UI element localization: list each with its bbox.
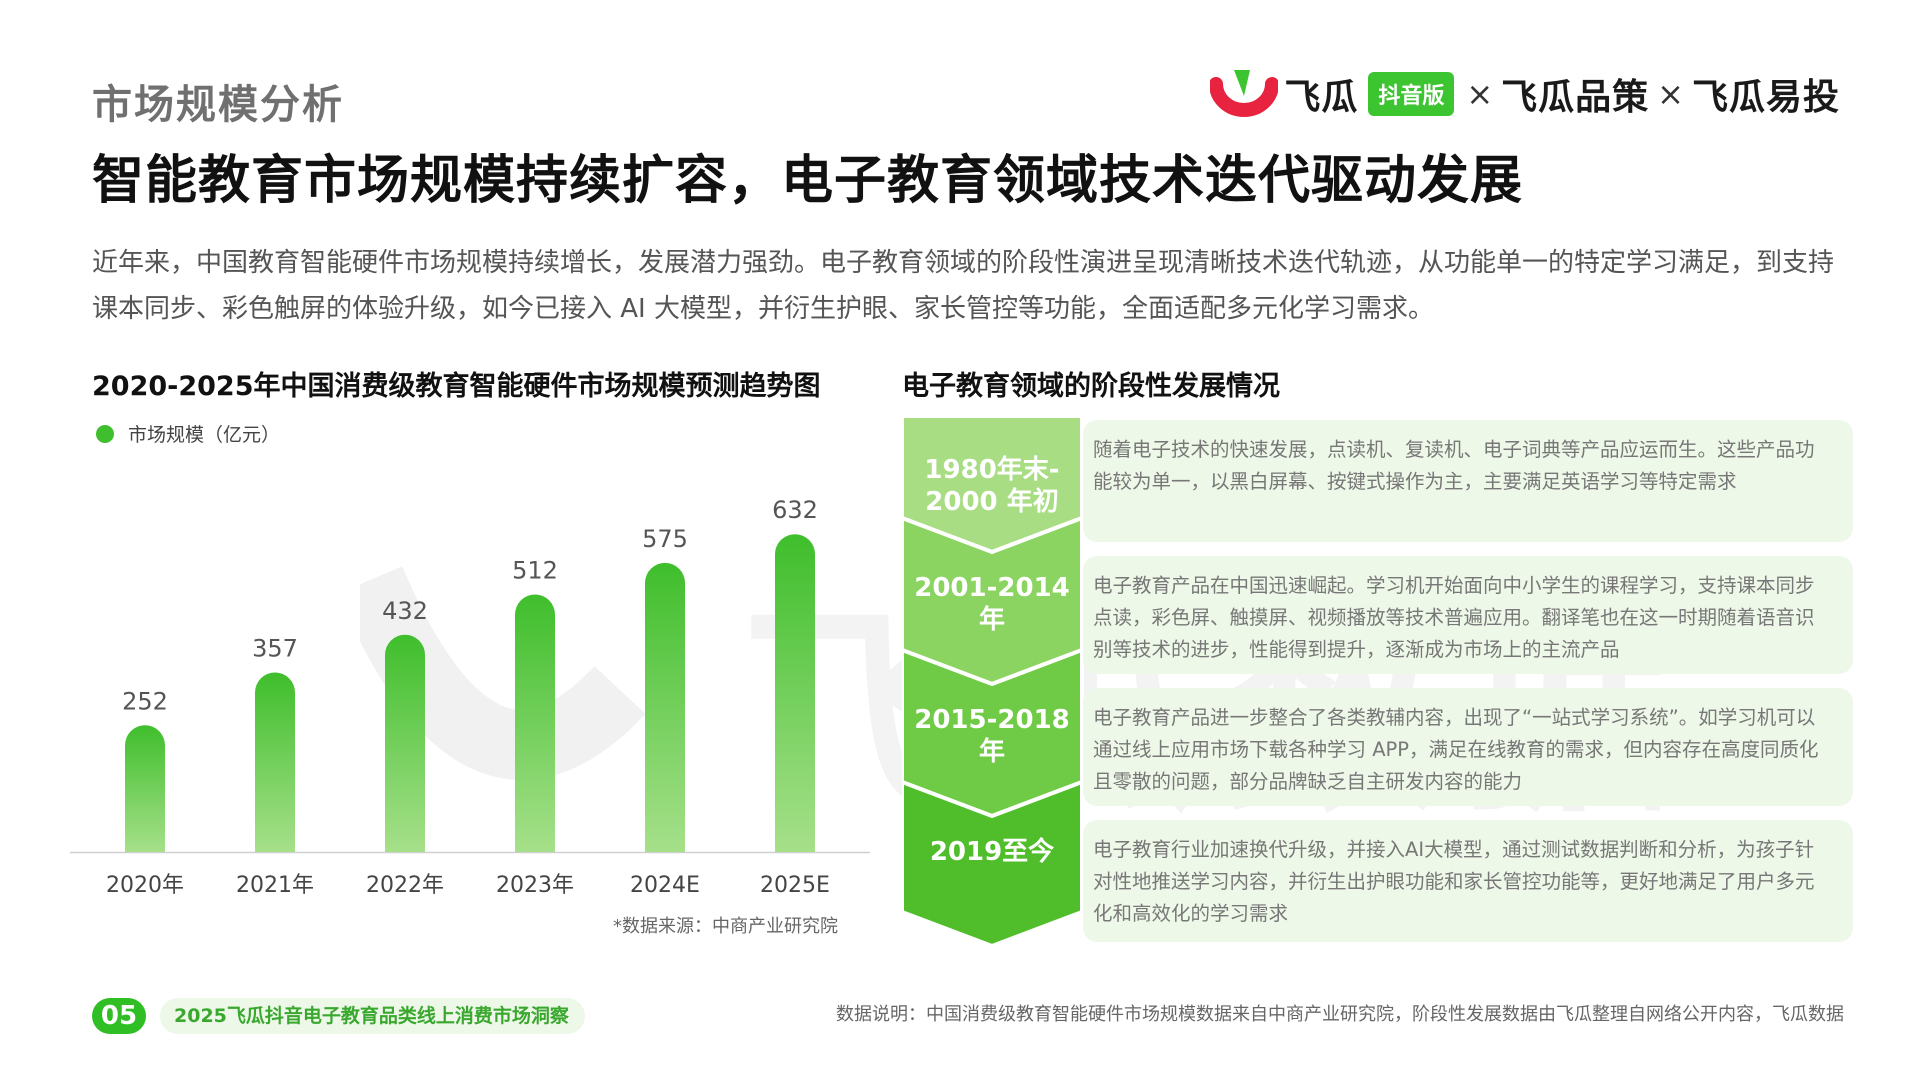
legend-dot xyxy=(96,424,114,443)
brand-bar: 飞瓜 抖音版 × 飞瓜品策 × 飞瓜易投 xyxy=(1210,66,1840,122)
section-label: 市场规模分析 xyxy=(92,82,344,128)
report-name: 2025飞瓜抖音电子教育品类线上消费市场洞察 xyxy=(160,998,585,1034)
chart-title: 2020-2025年中国消费级教育智能硬件市场规模预测趋势图 xyxy=(92,371,821,402)
data-label: 512 xyxy=(512,557,558,585)
headline: 智能教育市场规模持续扩容，电子教育领域技术迭代驱动发展 xyxy=(92,151,1524,211)
bar-2020年 xyxy=(125,725,165,852)
stage-description: 随着电子技术的快速发展，点读机、复读机、电子词典等产品应运而生。这些产品功能较为… xyxy=(1083,420,1853,542)
intro-paragraph: 近年来，中国教育智能硬件市场规模持续增长，发展潜力强劲。电子教育领域的阶段性演进… xyxy=(92,248,1835,324)
brand-separator: × xyxy=(1657,75,1684,113)
data-label: 432 xyxy=(382,597,428,625)
chart-source: *数据来源：中商产业研究院 xyxy=(613,916,838,937)
x-tick-label: 2023年 xyxy=(496,873,574,898)
brand-name-pince: 飞瓜品策 xyxy=(1501,77,1650,118)
stage-timeline xyxy=(902,416,1084,949)
stage-description: 电子教育行业加速换代升级，并接入AI大模型，通过测试数据判断和分析，为孩子针对性… xyxy=(1083,820,1853,942)
stage-period: 2019至今 xyxy=(929,837,1055,867)
page-number: 05 xyxy=(92,998,146,1034)
x-tick-label: 2021年 xyxy=(236,873,314,898)
bar-2025E xyxy=(775,534,815,852)
data-note: 数据说明：中国消费级教育智能硬件市场规模数据来自中商产业研究院，阶段性发展数据由… xyxy=(836,1004,1844,1025)
stage-description: 电子教育产品进一步整合了各类教辅内容，出现了“一站式学习系统”。如学习机可以通过… xyxy=(1083,688,1853,806)
bar-chart: 252 2020年 357 2021年 432 2022年 512 2023年 575 2024E… xyxy=(70,496,870,898)
stage-period: 1980年末- 2000 年初 xyxy=(924,455,1060,517)
stage-section-title: 电子教育领域的阶段性发展情况 xyxy=(902,371,1280,402)
data-label: 357 xyxy=(252,634,298,662)
bar-2023年 xyxy=(515,594,555,852)
stage-description: 电子教育产品在中国迅速崛起。学习机开始面向中小学生的课程学习，支持课本同步点读，… xyxy=(1083,556,1853,674)
x-tick-label: 2024E xyxy=(630,873,700,898)
feigua-logo-icon xyxy=(1210,70,1279,117)
x-tick-label: 2022年 xyxy=(366,873,444,898)
chart-legend: 市场规模（亿元） xyxy=(96,420,280,447)
stage-period: 2001-2014年 xyxy=(914,573,1070,635)
x-tick-label: 2020年 xyxy=(106,873,184,898)
bar-2021年 xyxy=(255,672,295,852)
brand-tag: 抖音版 xyxy=(1368,72,1455,116)
bar-2022年 xyxy=(385,634,425,852)
brand-name-yitou: 飞瓜易投 xyxy=(1691,77,1840,118)
brand-separator: × xyxy=(1466,75,1494,113)
data-label: 632 xyxy=(772,496,818,524)
x-tick-label: 2025E xyxy=(760,873,830,898)
stage-arrow xyxy=(902,779,1084,949)
bar-2024E xyxy=(645,562,685,852)
legend-label: 市场规模（亿元） xyxy=(128,424,281,446)
stage-period: 2015-2018年 xyxy=(914,705,1070,767)
data-label: 252 xyxy=(122,687,168,715)
data-label: 575 xyxy=(642,525,688,553)
brand-name-feigua: 飞瓜 xyxy=(1284,77,1359,118)
